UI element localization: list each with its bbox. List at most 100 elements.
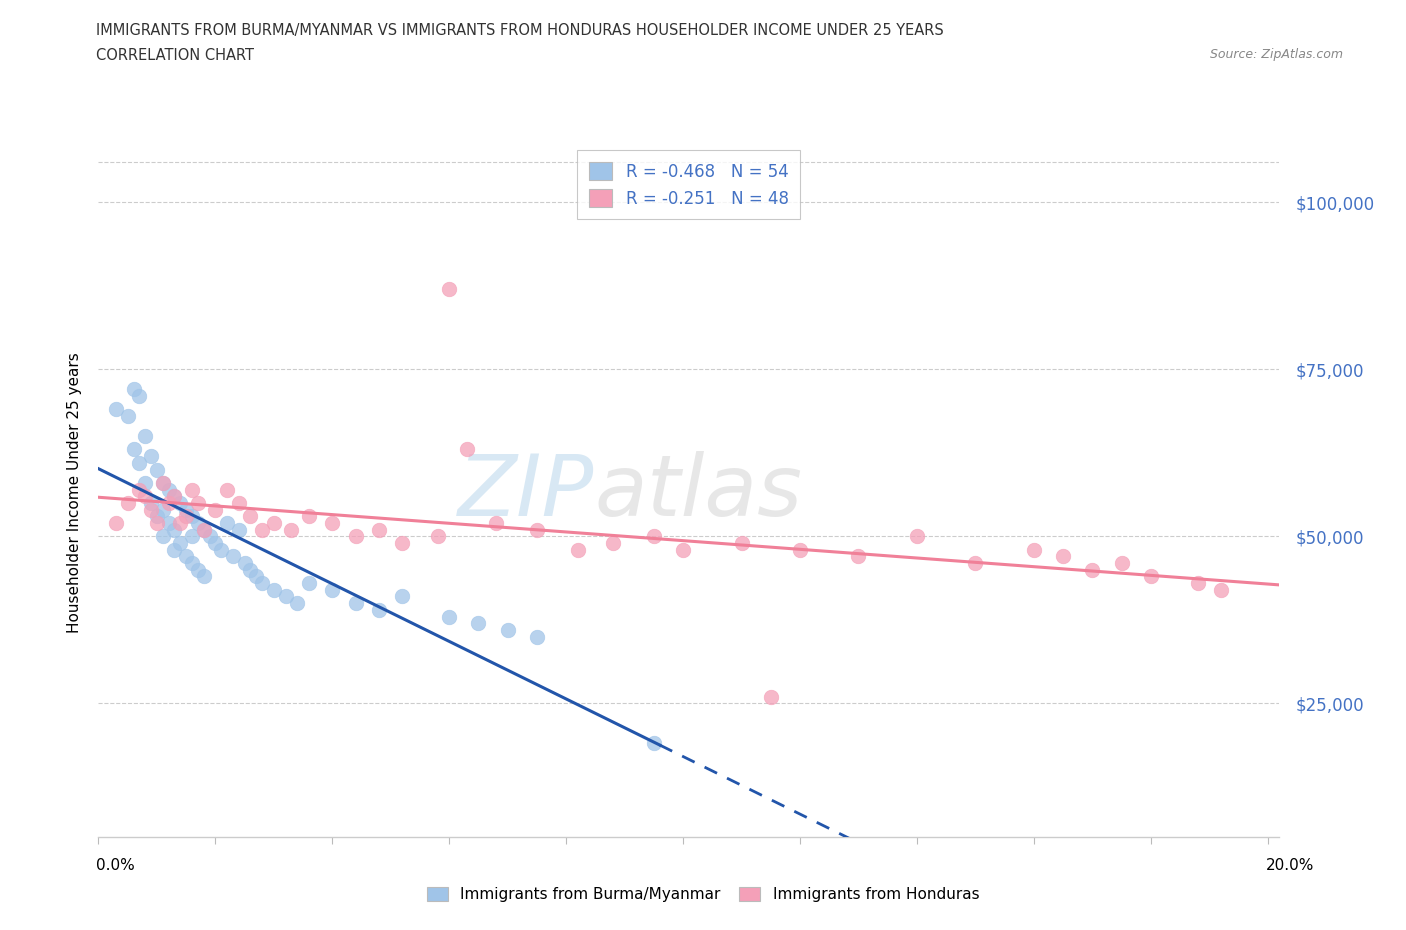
Point [104,515,127,530]
Legend: Immigrants from Burma/Myanmar, Immigrants from Honduras: Immigrants from Burma/Myanmar, Immigrant… [420,881,986,909]
Point [344,596,367,611]
Point [209,542,232,557]
Point [193,523,215,538]
Point [163,542,186,557]
Text: ZIP: ZIP [458,451,595,535]
Point [730,536,752,551]
Point [391,536,413,551]
Point [274,589,297,604]
Point [391,589,413,604]
Point [193,523,215,538]
Point [456,442,478,457]
Point [467,616,489,631]
Point [163,523,186,538]
Point [139,496,162,511]
Point [204,536,226,551]
Point [250,523,273,538]
Text: Source: ZipAtlas.com: Source: ZipAtlas.com [1209,48,1343,61]
Point [368,523,391,538]
Point [321,582,343,597]
Point [239,509,262,524]
Point [228,523,250,538]
Point [250,576,273,591]
Point [169,536,191,551]
Point [117,408,139,423]
Text: 20.0%: 20.0% [1267,857,1315,872]
Point [163,489,186,504]
Point [128,389,150,404]
Legend: R = -0.468   N = 54, R = -0.251   N = 48: R = -0.468 N = 54, R = -0.251 N = 48 [578,151,800,219]
Text: CORRELATION CHART: CORRELATION CHART [96,48,253,63]
Point [263,582,285,597]
Point [187,515,209,530]
Point [759,689,782,704]
Point [157,496,180,511]
Point [139,502,162,517]
Point [146,515,169,530]
Point [848,549,870,564]
Point [139,448,162,463]
Point [496,622,519,637]
Point [526,523,548,538]
Point [204,502,226,517]
Point [789,542,811,557]
Point [602,536,624,551]
Point [187,563,209,578]
Point [152,529,174,544]
Point [321,515,343,530]
Point [163,489,186,504]
Point [134,489,156,504]
Point [181,529,204,544]
Point [152,502,174,517]
Point [174,549,197,564]
Point [134,475,156,490]
Point [567,542,589,557]
Point [1140,569,1163,584]
Point [439,282,461,297]
Point [1111,555,1133,570]
Point [263,515,285,530]
Point [643,736,665,751]
Point [157,482,180,497]
Point [233,555,256,570]
Point [169,496,191,511]
Point [128,456,150,471]
Point [181,555,204,570]
Point [187,496,209,511]
Point [122,382,145,397]
Point [146,509,169,524]
Point [146,462,169,477]
Point [215,482,238,497]
Point [905,529,928,544]
Point [181,509,204,524]
Point [128,482,150,497]
Point [643,529,665,544]
Point [134,429,156,444]
Point [239,563,262,578]
Point [1081,563,1104,578]
Point [280,523,302,538]
Point [198,529,221,544]
Point [152,475,174,490]
Point [152,475,174,490]
Point [298,509,321,524]
Point [215,515,238,530]
Point [439,609,461,624]
Point [672,542,695,557]
Point [1052,549,1074,564]
Point [485,515,508,530]
Point [1022,542,1045,557]
Point [245,569,267,584]
Point [193,569,215,584]
Point [285,596,308,611]
Point [181,482,204,497]
Point [104,402,127,417]
Point [1209,582,1232,597]
Point [117,496,139,511]
Point [174,509,197,524]
Point [298,576,321,591]
Text: IMMIGRANTS FROM BURMA/MYANMAR VS IMMIGRANTS FROM HONDURAS HOUSEHOLDER INCOME UND: IMMIGRANTS FROM BURMA/MYANMAR VS IMMIGRA… [96,23,943,38]
Point [174,502,197,517]
Point [344,529,367,544]
Text: 0.0%: 0.0% [96,857,135,872]
